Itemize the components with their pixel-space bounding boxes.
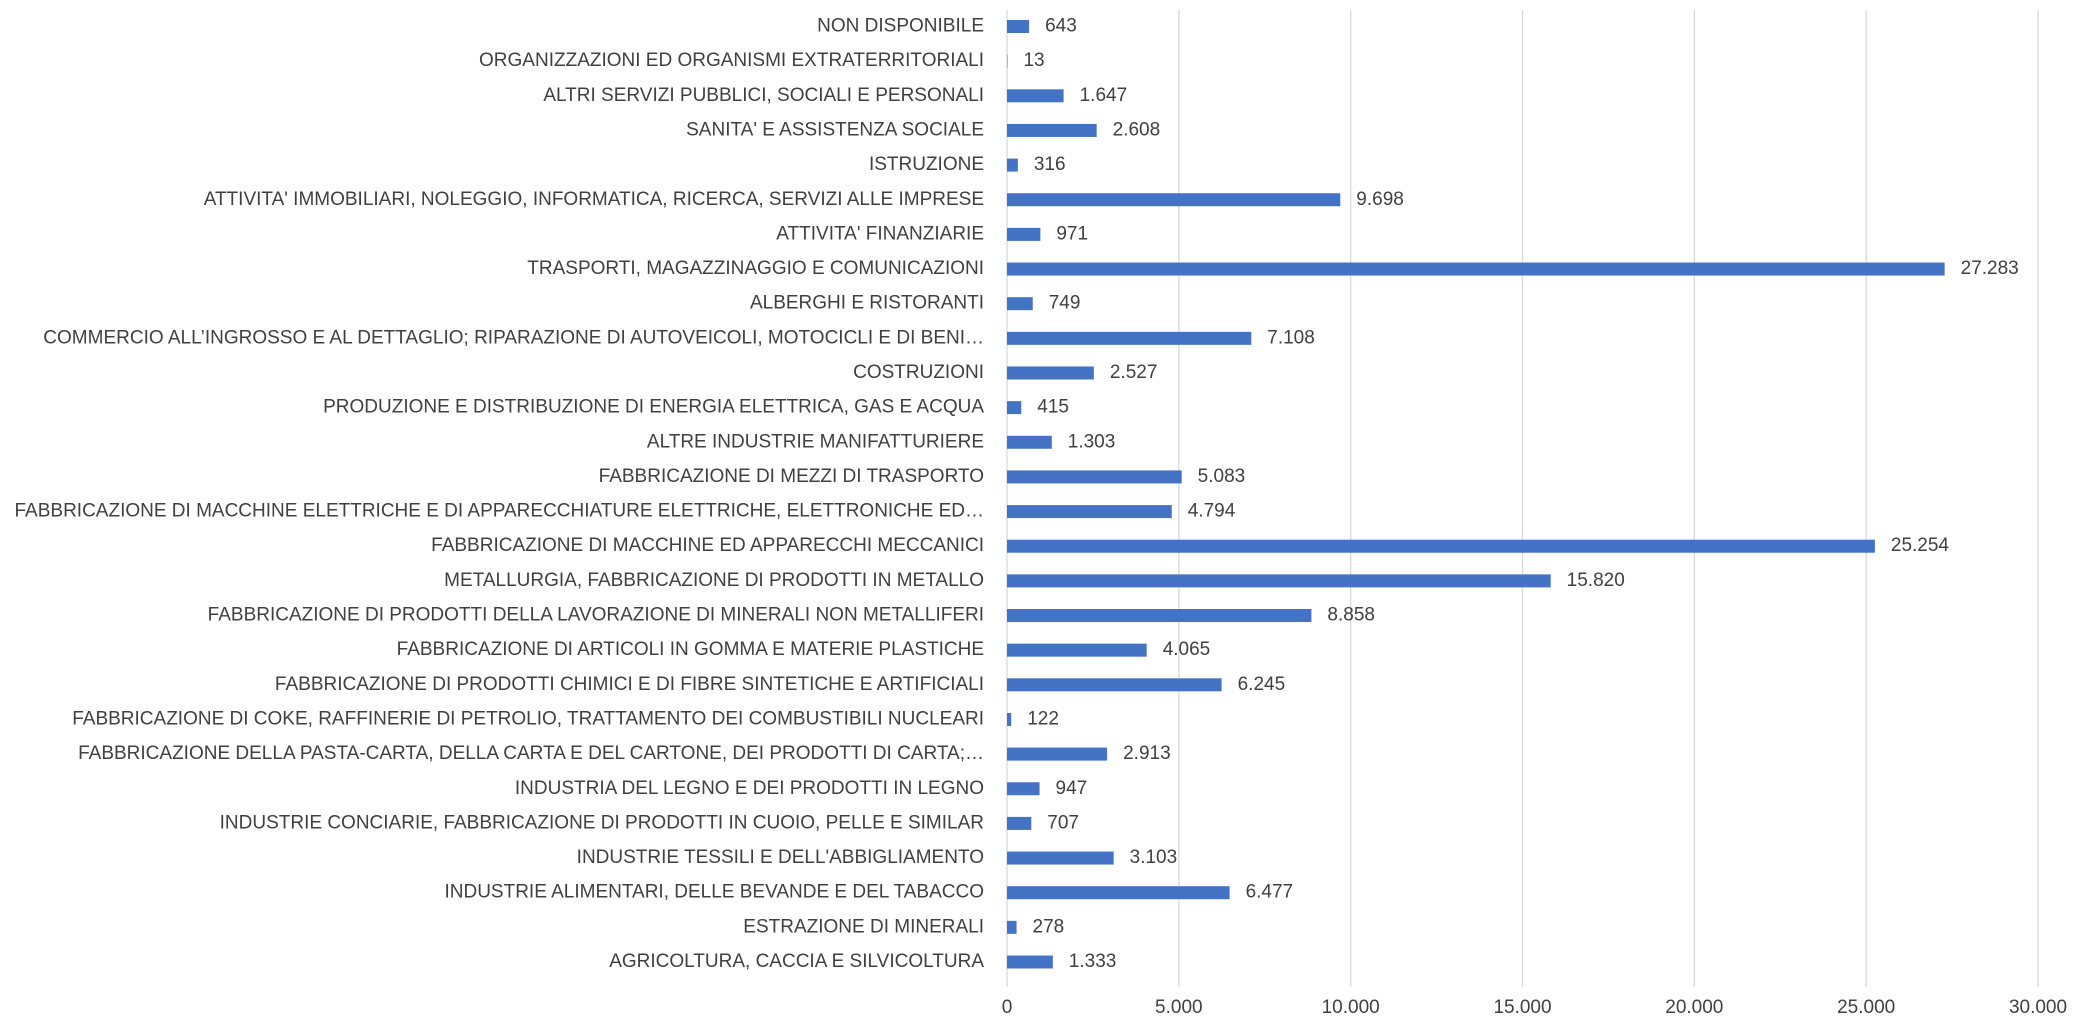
data-label: 4.065 — [1163, 639, 1211, 660]
bar — [1007, 851, 1114, 865]
y-tick-label: SANITA' E ASSISTENZA SOCIALE — [686, 119, 984, 140]
x-tick-label: 5.000 — [1155, 997, 1203, 1018]
bar — [1007, 539, 1875, 553]
data-label: 707 — [1047, 812, 1079, 833]
bar — [1007, 782, 1040, 796]
data-label: 122 — [1027, 708, 1059, 729]
y-tick-label: FABBRICAZIONE DI MACCHINE ED APPARECCHI … — [431, 535, 984, 556]
bar — [1007, 193, 1341, 207]
data-label: 3.103 — [1130, 847, 1178, 868]
y-tick-label: PRODUZIONE E DISTRIBUZIONE DI ENERGIA EL… — [323, 397, 984, 418]
y-tick-label: ORGANIZZAZIONI ED ORGANISMI EXTRATERRITO… — [479, 50, 984, 71]
data-label: 643 — [1045, 16, 1077, 37]
bar — [1007, 886, 1230, 900]
bar — [1007, 123, 1097, 137]
bar — [1007, 609, 1312, 623]
y-tick-label: INDUSTRIE CONCIARIE, FABBRICAZIONE DI PR… — [220, 812, 984, 833]
bar — [1007, 262, 1945, 276]
y-tick-label: ATTIVITA' IMMOBILIARI, NOLEGGIO, INFORMA… — [204, 189, 984, 210]
data-label: 415 — [1037, 397, 1069, 418]
data-label: 7.108 — [1267, 327, 1315, 348]
data-label: 2.913 — [1123, 743, 1171, 764]
data-label: 316 — [1034, 154, 1066, 175]
bar — [1007, 158, 1018, 172]
data-label: 1.333 — [1069, 951, 1117, 972]
y-tick-label: ALBERGHI E RISTORANTI — [750, 293, 984, 314]
x-tick-label: 25.000 — [1837, 997, 1895, 1018]
y-tick-label: ESTRAZIONE DI MINERALI — [743, 916, 984, 937]
bar — [1007, 712, 1012, 726]
data-label: 1.647 — [1080, 85, 1128, 106]
y-tick-label: INDUSTRIA DEL LEGNO E DEI PRODOTTI IN LE… — [515, 778, 984, 799]
y-tick-label: COMMERCIO ALL’INGROSSO E AL DETTAGLIO; R… — [43, 327, 984, 348]
bar — [1007, 574, 1551, 588]
y-tick-label: METALLURGIA, FABBRICAZIONE DI PRODOTTI I… — [444, 570, 984, 591]
data-label: 971 — [1056, 223, 1088, 244]
bar — [1007, 89, 1064, 103]
bar — [1007, 227, 1041, 241]
data-label: 2.527 — [1110, 362, 1158, 383]
data-label: 5.083 — [1198, 466, 1246, 487]
y-tick-label: FABBRICAZIONE DELLA PASTA-CARTA, DELLA C… — [78, 743, 984, 764]
bar — [1007, 955, 1053, 969]
y-tick-label: FABBRICAZIONE DI PRODOTTI CHIMICI E DI F… — [275, 674, 984, 695]
x-tick-label: 0 — [1002, 997, 1013, 1018]
data-label: 1.303 — [1068, 431, 1116, 452]
bar — [1007, 297, 1033, 311]
y-tick-label: TRASPORTI, MAGAZZINAGGIO E COMUNICAZIONI — [527, 258, 984, 279]
x-tick-label: 15.000 — [1493, 997, 1551, 1018]
y-tick-label: ATTIVITA' FINANZIARIE — [776, 223, 984, 244]
data-label: 749 — [1049, 293, 1081, 314]
bar — [1007, 435, 1052, 449]
y-tick-label: FABBRICAZIONE DI PRODOTTI DELLA LAVORAZI… — [208, 605, 984, 626]
data-label: 947 — [1056, 778, 1088, 799]
data-label: 9.698 — [1356, 189, 1404, 210]
y-tick-label: NON DISPONIBILE — [817, 16, 984, 37]
y-tick-label: ALTRI SERVIZI PUBBLICI, SOCIALI E PERSON… — [543, 85, 984, 106]
bar — [1007, 678, 1222, 692]
bar — [1007, 816, 1032, 830]
y-tick-label: FABBRICAZIONE DI MACCHINE ELETTRICHE E D… — [15, 501, 985, 522]
y-tick-label: AGRICOLTURA, CACCIA E SILVICOLTURA — [609, 951, 984, 972]
data-label: 6.245 — [1238, 674, 1286, 695]
y-tick-label: INDUSTRIE ALIMENTARI, DELLE BEVANDE E DE… — [444, 882, 984, 903]
y-tick-label: INDUSTRIE TESSILI E DELL'ABBIGLIAMENTO — [577, 847, 984, 868]
bar — [1007, 505, 1172, 519]
y-tick-label: FABBRICAZIONE DI COKE, RAFFINERIE DI PET… — [72, 708, 984, 729]
bar — [1007, 20, 1030, 33]
data-label: 25.254 — [1891, 535, 1950, 556]
bar — [1007, 470, 1182, 484]
bar — [1007, 643, 1147, 657]
y-tick-label: FABBRICAZIONE DI MEZZI DI TRASPORTO — [599, 466, 984, 487]
bar — [1007, 747, 1108, 761]
data-label: 278 — [1033, 916, 1065, 937]
x-tick-label: 20.000 — [1665, 997, 1723, 1018]
data-label: 15.820 — [1567, 570, 1625, 591]
data-label: 8.858 — [1327, 605, 1375, 626]
bar — [1007, 366, 1094, 380]
y-tick-label: COSTRUZIONI — [853, 362, 984, 383]
data-label: 27.283 — [1961, 258, 2019, 279]
y-tick-label: ALTRE INDUSTRIE MANIFATTURIERE — [647, 431, 984, 452]
x-tick-label: 10.000 — [1322, 997, 1380, 1018]
x-tick-label: 30.000 — [2009, 997, 2067, 1018]
data-label: 4.794 — [1188, 501, 1236, 522]
data-label: 13 — [1023, 50, 1044, 71]
bar — [1007, 920, 1017, 934]
data-label: 2.608 — [1113, 119, 1161, 140]
y-tick-label: FABBRICAZIONE DI ARTICOLI IN GOMMA E MAT… — [397, 639, 984, 660]
bar — [1007, 401, 1022, 415]
bar — [1007, 331, 1252, 345]
y-tick-label: ISTRUZIONE — [869, 154, 984, 175]
data-label: 6.477 — [1246, 882, 1294, 903]
